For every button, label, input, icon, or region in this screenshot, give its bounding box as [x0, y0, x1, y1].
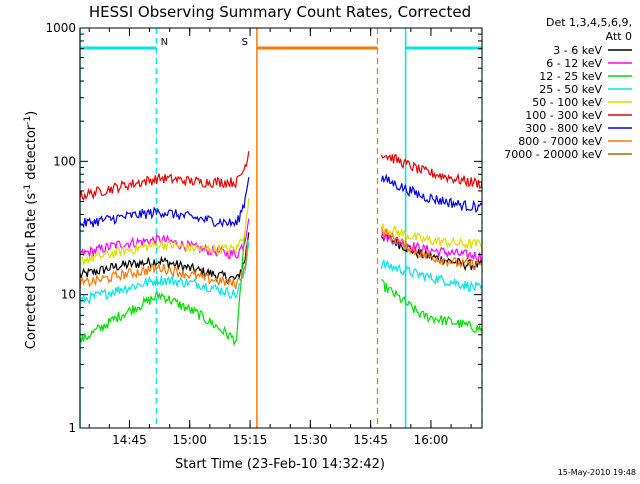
- legend-label: 12 - 25 keV: [539, 70, 602, 83]
- series-line: [381, 230, 483, 271]
- series-line: [79, 218, 250, 260]
- legend-label: 7000 - 20000 keV: [504, 148, 602, 161]
- series-line: [79, 197, 250, 265]
- legend-label: 300 - 800 keV: [525, 122, 602, 135]
- series-line: [380, 223, 483, 250]
- legend-header-2: Att 0: [606, 30, 632, 43]
- series-line: [79, 232, 250, 285]
- legend-label: 6 - 12 keV: [546, 57, 602, 70]
- series-line: [79, 177, 250, 229]
- y-axis-label: Corrected Count Rate (s-1 detector-1): [23, 111, 39, 349]
- marker-letter-s: S: [242, 37, 248, 48]
- plot-frame: [79, 27, 483, 429]
- x-tick-label: 15:00: [172, 433, 207, 447]
- legend-label: 800 - 7000 keV: [518, 135, 602, 148]
- series-line: [380, 227, 483, 271]
- series-line: [380, 153, 483, 189]
- y-axis-label-end: ): [24, 111, 39, 116]
- series-line: [79, 238, 250, 290]
- series-line: [380, 258, 483, 292]
- marker-letter-n: N: [161, 37, 168, 48]
- legend-label: 3 - 6 keV: [553, 44, 602, 57]
- legend-label: 100 - 300 keV: [525, 109, 602, 122]
- series-line: [79, 151, 250, 201]
- y-axis-label-main: Corrected Count Rate (s: [24, 193, 39, 350]
- y-axis-label-mid: detector: [24, 124, 39, 184]
- axes: 1 10 100 1000 14:45 15:00 15:15 15:30 15:45 16:00: [45, 21, 483, 447]
- y-tick-label: 100: [53, 154, 76, 168]
- x-axis-label: Start Time (23-Feb-10 14:32:42): [175, 457, 385, 472]
- y-tick-label: 10: [61, 288, 76, 302]
- x-tick-label: 16:00: [414, 433, 449, 447]
- y-tick-label: 1: [68, 421, 76, 435]
- series-line: [79, 231, 246, 347]
- y-axis-label-sup2: -1: [23, 116, 33, 125]
- x-tick-label: 15:15: [233, 433, 268, 447]
- x-tick-label: 15:30: [293, 433, 328, 447]
- x-tick-label: 15:45: [353, 433, 388, 447]
- footer-timestamp: 15-May-2010 19:48: [558, 468, 636, 477]
- legend-header-1: Det 1,3,4,5,6,9,: [546, 16, 632, 29]
- legend-label: 50 - 100 keV: [532, 96, 602, 109]
- chart-title: HESSI Observing Summary Count Rates, Cor…: [89, 3, 471, 21]
- legend-label: 25 - 50 keV: [539, 83, 602, 96]
- x-tick-label: 14:45: [112, 433, 147, 447]
- series-line: [380, 173, 483, 214]
- y-tick-label: 1000: [45, 21, 76, 35]
- y-axis-label-sup1: -1: [23, 184, 33, 193]
- series-line: [381, 278, 483, 333]
- series-line: [79, 241, 250, 305]
